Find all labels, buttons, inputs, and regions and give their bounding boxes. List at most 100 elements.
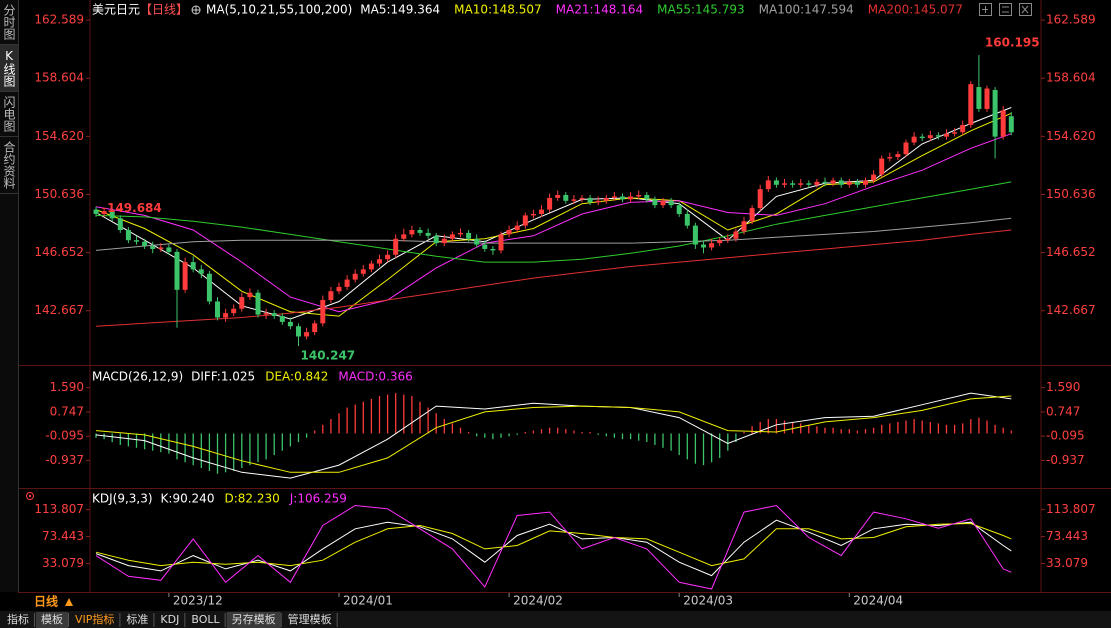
icon-box[interactable]: [1019, 3, 1032, 16]
candle-body: [579, 197, 585, 200]
bottom-tab-bg[interactable]: [36, 612, 68, 628]
candle-body: [530, 213, 536, 216]
candle-body: [1000, 110, 1006, 137]
legend-entry: MA10:148.507: [454, 3, 542, 17]
y-tick-label: 113.807: [1046, 502, 1096, 516]
candle-body: [960, 124, 966, 133]
candle-body: [150, 246, 156, 249]
candle-body: [652, 199, 658, 206]
candle-body: [441, 238, 447, 244]
bottom-tab[interactable]: 指标: [7, 612, 29, 626]
y-tick-label: 113.807: [34, 502, 84, 516]
candle-body: [733, 231, 739, 239]
y-tick-label: 162.589: [34, 13, 84, 27]
period-button[interactable]: 日线: [34, 594, 58, 609]
x-tick-label: 2024/03: [683, 594, 733, 608]
candle-body: [368, 263, 374, 270]
candle-body: [676, 205, 682, 214]
bottom-tab[interactable]: 模板: [41, 612, 63, 626]
sidebar-tab[interactable]: 合约资料: [0, 137, 18, 194]
candle-body: [668, 200, 674, 206]
y-tick-label: 158.604: [34, 71, 84, 85]
candle-body: [417, 229, 423, 233]
candle-body: [498, 234, 504, 251]
candle-body: [158, 247, 164, 249]
x-tick-label: 2023/12: [173, 594, 223, 608]
candle-body: [401, 234, 407, 239]
candle-body: [611, 196, 617, 198]
candle-body: [757, 189, 763, 209]
candle-body: [717, 240, 723, 244]
sidebar: 分时图 K线图 闪电图 合约资料: [0, 0, 19, 592]
y-tick-label: -0.937: [1046, 453, 1085, 467]
candle-body: [433, 235, 439, 244]
candle-body: [142, 241, 148, 247]
candle-body: [1008, 116, 1014, 133]
y-tick-label: 154.620: [1046, 129, 1096, 143]
candle-body: [377, 259, 382, 264]
window-icons[interactable]: [979, 3, 1032, 16]
candle-body: [223, 313, 229, 318]
period-arrow[interactable]: [65, 598, 73, 606]
y-tick-label: -0.095: [1046, 429, 1085, 443]
sidebar-tab[interactable]: 闪电图: [0, 92, 18, 137]
indicator-label: MA(5,10,21,55,100,200): [206, 3, 352, 17]
candle-body: [482, 244, 488, 249]
y-tick-label: 162.589: [1046, 13, 1096, 27]
kdj-icon[interactable]: [26, 492, 34, 500]
candle-body: [239, 297, 245, 309]
candle-body: [352, 273, 358, 280]
candle-body: [466, 232, 472, 239]
annotation: 160.195: [985, 36, 1040, 50]
bottom-tab-bg[interactable]: [226, 612, 281, 628]
y-tick-label: 0.747: [1046, 404, 1080, 418]
legend-entry: DIFF:1.025: [191, 370, 255, 384]
indicator-line: [95, 181, 1012, 263]
candle-body: [166, 247, 172, 252]
candle-body: [644, 194, 650, 200]
y-tick-label: 150.636: [1046, 187, 1096, 201]
candle-body: [296, 326, 301, 337]
indicator-line: [95, 504, 1012, 590]
bottom-tab[interactable]: 标准: [126, 612, 148, 626]
candle-body: [798, 183, 804, 185]
candle-body: [514, 225, 520, 230]
y-tick-label: 146.652: [34, 245, 84, 259]
period-label: 【日线】: [140, 3, 188, 17]
sidebar-tab[interactable]: 分时图: [0, 0, 18, 45]
bottom-tab[interactable]: KDJ: [160, 613, 179, 626]
candle-body: [968, 84, 974, 125]
candle-body: [344, 279, 350, 287]
candle-body: [887, 157, 893, 159]
candle-body: [628, 196, 634, 200]
candle-body: [474, 238, 480, 245]
candle-body: [822, 181, 828, 184]
candle-body: [101, 211, 107, 214]
bottom-tab[interactable]: 另存模板: [232, 612, 276, 626]
panel-borders: [18, 0, 1111, 593]
sidebar-tab[interactable]: K线图: [0, 45, 18, 92]
bottom-tab[interactable]: 管理模板: [288, 612, 332, 626]
candle-body: [279, 316, 285, 322]
y-tick-label: 146.652: [1046, 245, 1096, 259]
bottom-tab[interactable]: VIP指标: [75, 612, 114, 626]
candle-body: [846, 181, 852, 185]
bottom-tab[interactable]: BOLL: [191, 613, 220, 626]
legend-entry: MA100:147.594: [759, 3, 854, 17]
candle-body: [320, 300, 326, 324]
y-tick-label: 73.443: [42, 529, 84, 543]
icon-box[interactable]: [999, 3, 1012, 16]
legend-icon-cross: [192, 6, 201, 14]
candle-body: [174, 251, 180, 290]
candle-body: [620, 196, 625, 200]
indicator-line: [95, 229, 1012, 327]
y-tick-label: 73.443: [1046, 529, 1088, 543]
legend-entry: MA55:145.793: [657, 3, 745, 17]
legend-entry: MA21:148.164: [556, 3, 644, 17]
icon-box[interactable]: [979, 3, 992, 16]
candle-body: [773, 180, 779, 185]
candle-body: [765, 180, 771, 190]
y-tick-label: 142.667: [1046, 303, 1096, 317]
